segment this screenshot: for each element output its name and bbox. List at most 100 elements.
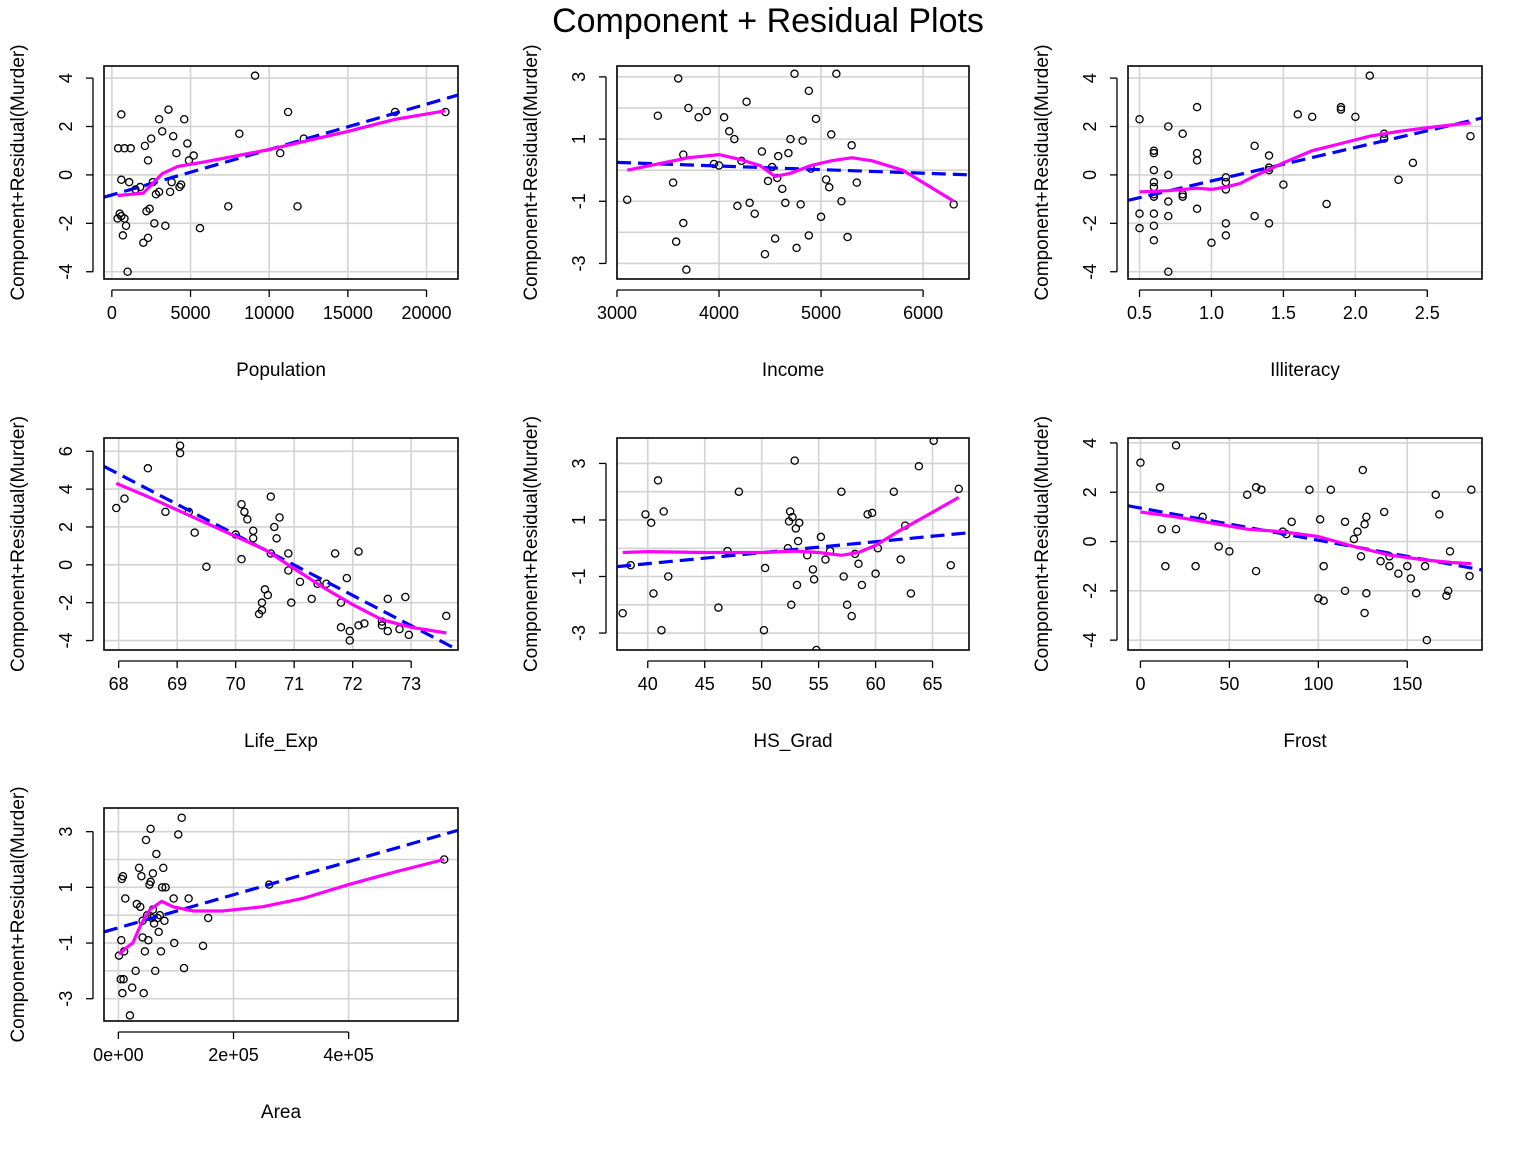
y-axis-title: Component+Residual(Murder) [8, 44, 29, 300]
data-point [821, 555, 830, 564]
data-point [1408, 158, 1418, 168]
data-point [827, 130, 836, 139]
data-point [124, 177, 134, 187]
data-point [1319, 596, 1328, 605]
data-point [1149, 236, 1159, 245]
data-point [235, 129, 244, 139]
data-point [354, 547, 363, 556]
data-point [169, 894, 178, 903]
data-point [1305, 485, 1314, 495]
data-point [342, 573, 352, 583]
x-tick-label: 45 [695, 674, 715, 694]
data-point [126, 144, 135, 153]
data-point [1192, 156, 1202, 165]
data-point [293, 202, 302, 211]
data-point [1411, 589, 1421, 598]
data-point [719, 113, 729, 122]
data-point [1293, 110, 1303, 119]
data-point [786, 134, 795, 144]
data-point [1135, 223, 1144, 233]
data-point [1164, 170, 1173, 180]
y-tick-label: 0 [1080, 170, 1100, 180]
data-point [1307, 112, 1317, 122]
x-tick-label: 40 [638, 674, 658, 694]
plot-frame [616, 65, 970, 280]
data-point [203, 913, 213, 923]
data-point [1251, 483, 1261, 492]
data-point [1358, 465, 1368, 475]
data-point [257, 606, 267, 615]
y-tick-label: 4 [1080, 438, 1100, 448]
data-point [284, 549, 293, 558]
x-axis-title: Life_Exp [244, 731, 318, 752]
x-tick-label: 150 [1392, 674, 1422, 694]
data-point [896, 555, 905, 564]
data-point [618, 609, 627, 618]
plot-frame [103, 65, 459, 280]
data-point [694, 113, 703, 122]
x-tick-label: 71 [284, 674, 304, 694]
data-point [1251, 566, 1261, 576]
data-point [1442, 591, 1451, 601]
data-point [1164, 122, 1173, 131]
data-point [1149, 221, 1159, 230]
panel-population: 0 5000 10000 15000 20000 -4 -2 0 2 4 Population Com… [8, 44, 459, 381]
y-tick-label: 2 [1080, 122, 1100, 132]
data-point [1250, 141, 1259, 151]
y-tick-label: 3 [56, 827, 76, 837]
data-point [847, 141, 856, 150]
x-tick-label: 69 [167, 674, 187, 694]
data-point [157, 127, 167, 136]
data-point [832, 69, 841, 79]
y-tick-label: 3 [569, 458, 589, 468]
data-point [117, 936, 126, 945]
data-point [165, 187, 175, 197]
data-point [1340, 586, 1350, 596]
x-tick-label: 3000 [597, 303, 637, 323]
data-point [760, 249, 770, 259]
data-point [442, 611, 451, 621]
data-point [773, 151, 783, 161]
data-point [1340, 517, 1350, 527]
x-tick-label: 2.0 [1343, 303, 1368, 323]
data-point [1356, 552, 1366, 561]
data-point [837, 197, 846, 206]
data-point [1171, 441, 1181, 450]
data-point [118, 871, 128, 881]
data-point [127, 983, 137, 992]
data-point [1431, 490, 1440, 499]
data-point [131, 966, 140, 976]
data-point [248, 534, 258, 543]
y-axis-title: Component+Residual(Murder) [8, 786, 29, 1042]
data-point [1264, 151, 1274, 160]
data-point [146, 134, 156, 143]
data-point [237, 554, 246, 564]
data-point [150, 219, 159, 228]
x-tick-label: 50 [1219, 674, 1239, 694]
figure-title: Component + Residual Plots [552, 2, 984, 40]
data-point [852, 178, 862, 187]
y-tick-label: 4 [56, 484, 76, 494]
data-point [161, 883, 170, 892]
y-axis-title: Component+Residual(Murder) [8, 416, 29, 672]
data-point [1225, 547, 1234, 556]
y-tick-label: 2 [1080, 487, 1100, 497]
x-tick-label: 0 [107, 303, 117, 323]
data-point [682, 265, 691, 274]
data-point [847, 611, 856, 621]
data-point [1322, 199, 1331, 209]
data-point [1376, 557, 1385, 566]
data-point [816, 532, 826, 542]
data-point [837, 487, 846, 496]
x-tick-label: 73 [401, 674, 421, 694]
data-point [116, 974, 125, 984]
data-point [1136, 458, 1145, 467]
data-point [770, 234, 780, 243]
data-point [1214, 542, 1223, 551]
y-tick-label: -2 [1080, 215, 1100, 231]
data-point [1362, 512, 1371, 522]
data-point [263, 590, 273, 600]
data-point [1379, 507, 1389, 517]
data-point [821, 175, 831, 184]
